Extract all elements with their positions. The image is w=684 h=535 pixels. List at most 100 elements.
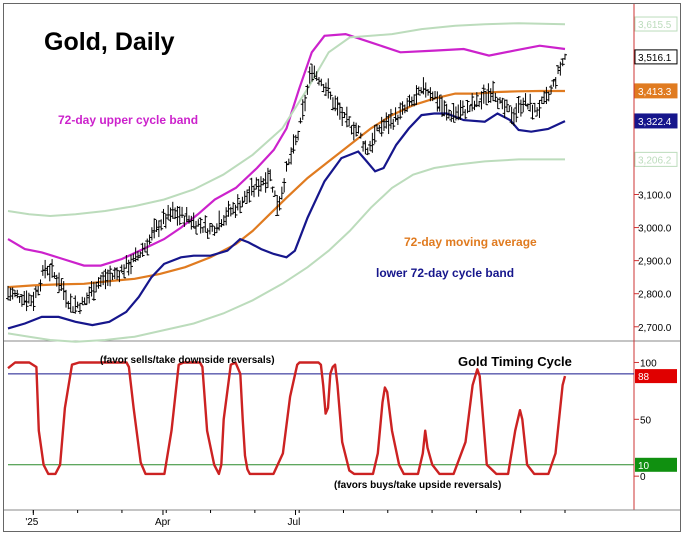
- price-bar: [530, 104, 535, 120]
- price-bar: [551, 79, 556, 87]
- price-bar: [307, 66, 312, 84]
- svg-text:3,322.4: 3,322.4: [638, 117, 672, 128]
- price-bar: [558, 61, 563, 76]
- price-bar: [296, 130, 301, 141]
- price-bar: [293, 134, 298, 146]
- price-bar: [409, 96, 414, 107]
- svg-text:10: 10: [638, 461, 650, 472]
- price-bar: [70, 306, 75, 314]
- price-bar: [57, 272, 62, 294]
- price-bar: [29, 295, 34, 307]
- price-bar: [142, 242, 147, 253]
- price-bar: [89, 281, 94, 297]
- price-bar: [388, 108, 393, 129]
- price-bar: [328, 91, 333, 100]
- price-bar: [495, 97, 500, 110]
- price-bar: [166, 204, 171, 220]
- price-bar: [235, 194, 240, 211]
- price-panel: 2,700.02,800.02,900.03,000.03,100.03,200…: [6, 16, 678, 343]
- band-lines: [7, 22, 566, 343]
- price-bar: [321, 83, 326, 93]
- price-bar: [163, 213, 168, 229]
- price-bar: [103, 268, 108, 290]
- price-bar: [50, 259, 55, 278]
- price-bar: [465, 99, 470, 114]
- price-bar: [252, 185, 257, 198]
- price-bar: [344, 106, 349, 128]
- price-bar: [200, 226, 205, 233]
- price-bar: [337, 102, 342, 120]
- price-bar: [493, 92, 498, 103]
- price-bar: [384, 112, 389, 129]
- price-bar: [115, 267, 120, 280]
- price-bars: [6, 53, 567, 315]
- price-bar: [24, 290, 29, 312]
- price-bar: [518, 99, 523, 117]
- price-bar: [77, 302, 82, 315]
- price-bar: [553, 77, 558, 89]
- price-bar: [542, 90, 547, 105]
- price-bar: [149, 227, 154, 241]
- svg-text:3,516.1: 3,516.1: [638, 53, 672, 64]
- price-bar: [419, 87, 424, 94]
- price-bar: [356, 125, 361, 134]
- price-bar: [349, 125, 354, 135]
- price-tag: 3,322.4: [634, 113, 678, 129]
- price-bar: [303, 94, 308, 112]
- price-bar: [15, 289, 20, 299]
- series-outer-upper-band: [7, 22, 566, 218]
- price-bar: [6, 285, 10, 301]
- price-bar: [126, 259, 131, 276]
- price-bar: [108, 265, 113, 287]
- cycle-tick-label: 0: [640, 472, 646, 483]
- price-bar: [238, 200, 243, 214]
- price-bar: [428, 87, 433, 102]
- price-bar: [391, 118, 396, 130]
- cycle-value-tags: 88 10: [635, 369, 677, 472]
- price-bar: [214, 223, 219, 234]
- price-bar: [539, 96, 544, 105]
- price-bar: [286, 158, 291, 165]
- price-bar: [363, 140, 368, 155]
- price-bar: [351, 121, 356, 141]
- price-bar: [170, 201, 175, 219]
- price-tick-label: 3,000.0: [638, 224, 672, 235]
- price-bar: [138, 251, 143, 258]
- price-bar: [511, 108, 516, 127]
- price-bar: [361, 141, 366, 152]
- price-bar: [426, 89, 431, 96]
- price-tick-label: 3,100.0: [638, 190, 672, 201]
- price-bar: [486, 83, 491, 104]
- price-bar: [147, 234, 152, 245]
- price-bar: [207, 222, 212, 235]
- price-bar: [500, 97, 505, 110]
- price-bar: [442, 100, 447, 117]
- price-tags: 3,615.5 3,516.1 3,413.3 3,322.4 3,206.2: [634, 16, 678, 167]
- price-bar: [249, 177, 254, 196]
- price-bar: [261, 178, 266, 186]
- price-bar: [75, 301, 80, 309]
- price-bar: [298, 117, 303, 124]
- price-tick-label: 2,800.0: [638, 290, 672, 301]
- price-bar: [310, 63, 315, 82]
- price-bar: [479, 91, 484, 110]
- price-bar: [184, 206, 189, 223]
- price-bar: [444, 103, 449, 121]
- price-bar: [451, 102, 456, 123]
- price-bar: [119, 264, 124, 273]
- price-bar: [532, 102, 537, 113]
- price-bar: [224, 207, 229, 226]
- price-bar: [177, 206, 182, 226]
- svg-text:3,206.2: 3,206.2: [638, 155, 672, 166]
- svg-text:3,413.3: 3,413.3: [638, 87, 672, 98]
- price-bar: [509, 106, 514, 125]
- price-bar: [368, 140, 373, 152]
- price-bar: [112, 267, 117, 280]
- price-bar: [525, 103, 530, 110]
- price-bar: [265, 167, 270, 188]
- price-bar: [98, 274, 103, 288]
- reference-lines: [8, 373, 634, 466]
- price-bar: [379, 116, 384, 137]
- price-bar: [275, 195, 280, 217]
